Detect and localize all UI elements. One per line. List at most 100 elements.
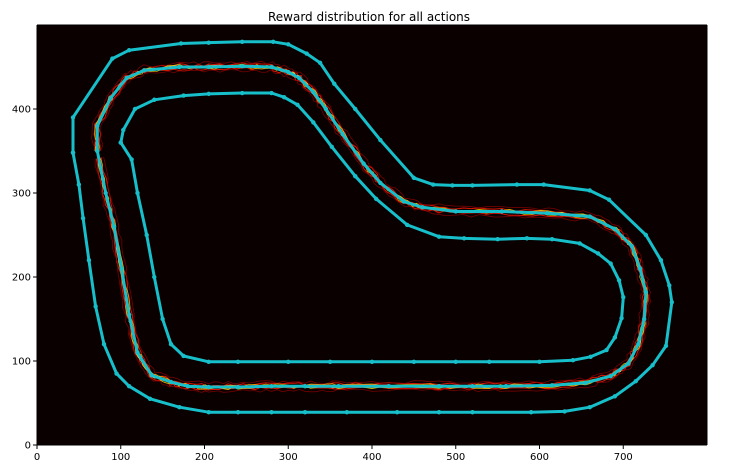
x-tick-label: 0: [34, 452, 40, 463]
centerline-line: [95, 64, 648, 389]
x-tick-label: 300: [279, 452, 298, 463]
outer-border-waypoint: [178, 41, 184, 46]
outer-border-waypoint: [239, 39, 245, 44]
outer-border-waypoint: [177, 405, 182, 410]
inner-border-waypoint: [135, 190, 140, 196]
outer-border-waypoint: [541, 182, 546, 187]
outer-border-waypoint: [378, 137, 383, 143]
inner-border-waypoint: [152, 274, 157, 280]
centerline-waypoint: [340, 132, 345, 137]
outer-border-waypoint: [430, 182, 436, 187]
centerline-waypoint: [583, 380, 588, 386]
inner-border-waypoint: [411, 359, 417, 365]
centerline-waypoint: [119, 266, 124, 271]
inner-border-waypoint: [118, 140, 123, 145]
centerline-waypoint: [95, 123, 100, 128]
x-tick-label: 400: [362, 452, 381, 463]
outer-border-waypoint: [470, 410, 475, 415]
outer-border-waypoint: [126, 48, 132, 53]
centerline-waypoint: [378, 180, 383, 186]
outer-border-waypoint: [269, 410, 274, 415]
y-tick-label: 0: [25, 441, 31, 452]
reward-trail: [91, 60, 652, 393]
outer-border-waypoint: [612, 394, 618, 399]
centerline-waypoint: [135, 350, 140, 355]
inner-border-waypoint: [286, 359, 291, 365]
inner-border-waypoint: [373, 196, 379, 202]
axes: 0 100 200 300 400 500 600 700 0 100 200 300 400: [12, 24, 708, 463]
y-tick-label: 200: [12, 273, 31, 284]
outer-border-waypoint: [80, 216, 86, 221]
inner-border-waypoint: [311, 120, 316, 125]
outer-border-waypoint: [450, 183, 455, 188]
inner-border-waypoint: [436, 234, 442, 239]
centerline-waypoint: [361, 161, 366, 166]
inner-border-waypoint: [269, 90, 274, 96]
centerline-waypoint: [436, 384, 442, 389]
outer-border-waypoint: [332, 81, 337, 87]
centerline-waypoint: [95, 148, 100, 154]
inner-border-waypoint: [549, 237, 555, 242]
inner-border-waypoint: [570, 357, 576, 363]
centerline-waypoint: [269, 384, 274, 389]
centerline-waypoint: [111, 224, 117, 229]
outer-border-waypoint: [86, 258, 92, 263]
track-lines: [70, 39, 675, 415]
outer-border-waypoint: [114, 371, 119, 376]
inner-border-waypoint: [206, 359, 211, 365]
inner-border-waypoint: [329, 144, 334, 149]
centerline-waypoint: [503, 384, 509, 389]
outer-border-waypoint: [562, 409, 567, 414]
centerline-waypoint: [185, 384, 190, 389]
inner-border-waypoint: [404, 222, 410, 228]
x-tick-label: 700: [614, 452, 633, 463]
inner-border-waypoint: [524, 236, 530, 241]
centerline-waypoint: [499, 209, 505, 214]
x-tick-label: 600: [530, 452, 549, 463]
outer-border-waypoint: [470, 183, 475, 188]
outer-border-waypoint: [587, 405, 592, 410]
inner-border-waypoint: [461, 236, 467, 241]
centerline-waypoint: [629, 243, 634, 249]
centerline-waypoint: [386, 384, 391, 389]
centerline-waypoint: [336, 384, 341, 389]
outer-border-waypoint: [101, 342, 107, 347]
centerline-waypoint: [126, 312, 132, 317]
inner-border-waypoint: [160, 316, 165, 322]
outer-border-waypoint: [302, 410, 308, 415]
centerline-waypoint: [637, 266, 643, 271]
inner-border-waypoint: [206, 91, 211, 97]
inner-border-waypoint: [453, 359, 458, 365]
inner-border-waypoint: [295, 102, 300, 108]
outer-border-waypoint: [633, 378, 639, 384]
chart-title: Reward distribution for all actions: [268, 10, 470, 24]
centerline-waypoint: [124, 75, 129, 81]
centerline-waypoint: [296, 75, 302, 81]
centerline-waypoint: [168, 379, 174, 385]
inner-border-waypoint: [588, 354, 593, 359]
centerline-waypoint: [206, 384, 211, 390]
outer-border-waypoint: [304, 51, 309, 56]
centerline-waypoint: [636, 342, 641, 347]
outer-border-waypoint: [344, 410, 350, 415]
outer-border-waypoint: [658, 258, 664, 263]
centerline-waypoint: [302, 384, 308, 389]
inner-border-waypoint: [619, 315, 624, 321]
outer-border-waypoint: [206, 40, 211, 45]
inner-border-waypoint: [181, 93, 186, 98]
inner-border-waypoint: [604, 347, 609, 353]
outer-border-waypoint: [650, 363, 655, 368]
centerline-waypoint: [608, 373, 613, 379]
centerline-waypoint: [470, 384, 475, 389]
outer-border-waypoint: [411, 175, 417, 181]
inner-border-waypoint: [487, 359, 492, 365]
centerline-waypoint: [323, 106, 329, 112]
inner-border-waypoint: [132, 106, 138, 112]
outer-border-waypoint: [643, 232, 649, 238]
centerline-waypoint: [239, 63, 245, 69]
inner-border-waypoint: [327, 359, 333, 365]
centerline-waypoint: [286, 69, 291, 75]
inner-border-waypoint: [495, 237, 500, 242]
inner-border-waypoint: [168, 342, 174, 347]
outer-border-waypoint: [110, 56, 115, 61]
